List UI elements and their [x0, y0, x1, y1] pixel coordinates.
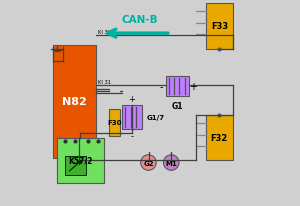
FancyBboxPatch shape — [122, 105, 142, 130]
Text: F32: F32 — [211, 133, 228, 143]
Text: G1/7: G1/7 — [147, 115, 165, 120]
FancyBboxPatch shape — [206, 4, 233, 49]
Text: G2: G2 — [143, 160, 154, 166]
Circle shape — [164, 155, 179, 170]
FancyBboxPatch shape — [109, 109, 120, 136]
Text: N82: N82 — [62, 97, 87, 107]
Text: -: - — [160, 82, 163, 91]
Circle shape — [141, 155, 156, 170]
Text: F30: F30 — [107, 120, 122, 125]
FancyBboxPatch shape — [57, 138, 104, 183]
Text: F33: F33 — [211, 22, 228, 31]
Text: G1: G1 — [172, 102, 183, 111]
Text: KI 31: KI 31 — [98, 80, 111, 84]
Text: CAN-B: CAN-B — [122, 15, 158, 25]
Text: KI 30: KI 30 — [98, 30, 111, 35]
Text: M1: M1 — [165, 160, 177, 166]
Text: K57/2: K57/2 — [68, 156, 93, 165]
FancyBboxPatch shape — [206, 115, 233, 161]
FancyBboxPatch shape — [65, 157, 86, 175]
Text: +: + — [128, 94, 135, 103]
Text: -: - — [130, 131, 134, 140]
FancyBboxPatch shape — [53, 45, 96, 159]
FancyBboxPatch shape — [166, 76, 189, 97]
Text: +: + — [190, 82, 197, 91]
